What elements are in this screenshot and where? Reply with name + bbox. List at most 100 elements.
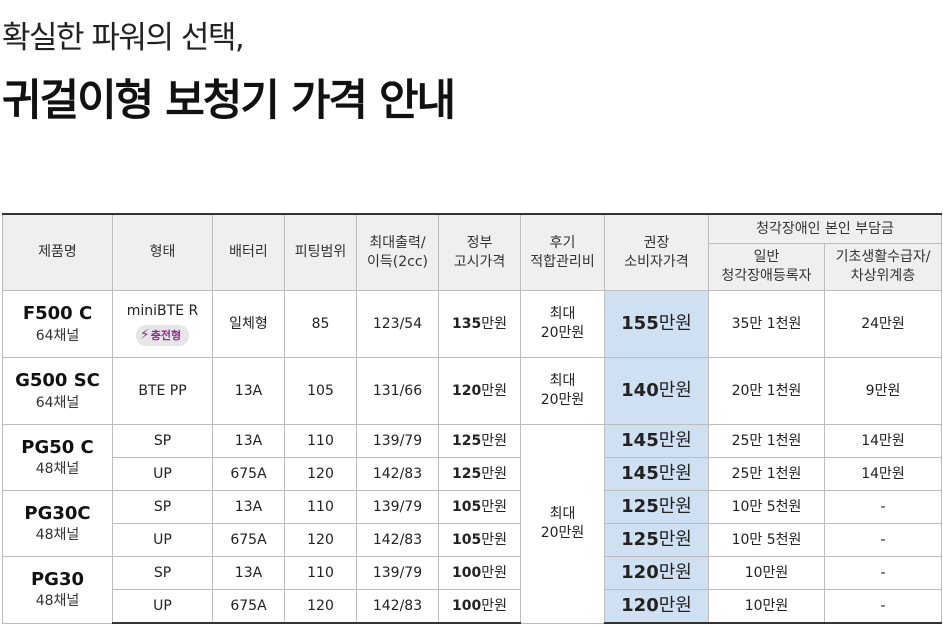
table-row: UP 675A 120 142/83 125만원 145만원 25만 1천원 1… [3, 457, 943, 491]
type-cell: miniBTE R ⚡충전형 [112, 290, 213, 358]
basic-burden-cell: - [823, 490, 943, 524]
after-care-cell: 최대 20만원 [520, 424, 605, 624]
col-header-type: 형태 [112, 213, 213, 291]
general-burden-cell: 35만 1천원 [708, 290, 825, 358]
retail-price-cell: 125만원 [604, 490, 709, 524]
general-burden-cell: 20만 1천원 [708, 357, 825, 425]
retail-price-cell: 120만원 [604, 556, 709, 590]
fitting-cell: 110 [284, 424, 357, 458]
table-row: G500 SC 64채널 BTE PP 13A 105 131/66 120만원 … [2, 357, 943, 425]
general-burden-cell: 10만 5천원 [708, 523, 825, 557]
table-row: PG30C 48채널 SP 13A 110 139/79 105만원 125만원 … [2, 490, 943, 557]
col-header-gov-price: 정부 고시가격 [438, 213, 521, 291]
gov-price-cell: 100만원 [438, 589, 521, 624]
col-header-product: 제품명 [2, 213, 113, 291]
general-burden-cell: 25만 1천원 [708, 457, 825, 491]
product-cell: PG30C 48채널 [2, 490, 113, 557]
gov-price-cell: 105만원 [438, 523, 521, 557]
battery-cell: 13A [212, 357, 285, 425]
fitting-cell: 110 [284, 556, 357, 590]
output-cell: 139/79 [356, 556, 439, 590]
output-cell: 142/83 [356, 589, 439, 624]
battery-cell: 13A [212, 490, 285, 524]
battery-cell: 13A [212, 556, 285, 590]
channel-count: 48채널 [35, 461, 80, 478]
product-cell: G500 SC 64채널 [2, 357, 113, 425]
retail-price-cell: 120만원 [604, 589, 709, 624]
basic-burden-cell: - [823, 556, 943, 590]
output-cell: 142/83 [356, 457, 439, 491]
gov-price-cell: 125만원 [438, 457, 521, 491]
fitting-cell: 105 [284, 357, 357, 425]
gov-price-cell: 105만원 [438, 490, 521, 524]
col-header-general: 일반 청각장애등록자 [708, 243, 825, 291]
battery-cell: 13A [212, 424, 285, 458]
fitting-cell: 120 [284, 523, 357, 557]
channel-count: 48채널 [35, 593, 80, 610]
table-row: UP 675A 120 142/83 105만원 125만원 10만 5천원 - [3, 523, 943, 557]
basic-burden-cell: 9만원 [823, 357, 943, 425]
retail-price-cell: 125만원 [604, 523, 709, 557]
type-cell: SP [112, 490, 213, 524]
col-header-battery: 배터리 [212, 213, 285, 291]
price-table: 제품명 형태 배터리 피팅범위 최대출력/이득(2cc) 정부 고시가격 후기 적합… [2, 213, 943, 624]
retail-price-cell: 155만원 [604, 290, 709, 358]
battery-cell: 675A [212, 589, 285, 624]
bolt-icon: ⚡ [139, 327, 150, 343]
rechargeable-badge: ⚡충전형 [135, 325, 190, 346]
gov-price-cell: 135만원 [438, 290, 521, 358]
product-cell: PG50 C 48채널 [2, 424, 113, 491]
col-header-retail-price: 권장 소비자가격 [604, 213, 709, 291]
model-name: PG30 [30, 569, 84, 591]
fitting-cell: 120 [284, 457, 357, 491]
type-cell: SP [112, 424, 213, 458]
battery-cell: 675A [212, 523, 285, 557]
type-cell: SP [112, 556, 213, 590]
channel-count: 64채널 [35, 327, 80, 344]
gov-price-cell: 125만원 [438, 424, 521, 458]
basic-burden-cell: 14만원 [823, 457, 943, 491]
page-title: 귀걸이형 보청기 가격 안내 [2, 76, 456, 126]
col-header-fitting: 피팅범위 [284, 213, 357, 291]
basic-burden-cell: 14만원 [823, 424, 943, 458]
general-burden-cell: 10만 5천원 [708, 490, 825, 524]
output-cell: 139/79 [356, 424, 439, 458]
col-header-basic: 기초생활수급자/차상위계층 [823, 243, 943, 291]
basic-burden-cell: - [823, 589, 943, 624]
battery-cell: 일체형 [212, 290, 285, 358]
model-name: F500 C [22, 303, 93, 325]
after-care-cell: 최대 20만원 [520, 357, 605, 425]
col-header-output: 최대출력/이득(2cc) [356, 213, 439, 291]
retail-price-cell: 140만원 [604, 357, 709, 425]
type-cell: UP [112, 523, 213, 557]
output-cell: 139/79 [356, 490, 439, 524]
general-burden-cell: 25만 1천원 [708, 424, 825, 458]
table-row: F500 C 64채널 miniBTE R ⚡충전형 일체형 85 123/54 1… [2, 290, 943, 358]
type-cell: UP [112, 457, 213, 491]
general-burden-cell: 10만원 [708, 556, 825, 590]
model-name: PG30C [24, 502, 91, 524]
type-cell: UP [112, 589, 213, 624]
type-cell: BTE PP [112, 357, 213, 425]
fitting-cell: 85 [284, 290, 357, 358]
table-row: PG30 48채널 SP 13A 110 139/79 100만원 120만원 1… [2, 556, 943, 624]
channel-count: 48채널 [35, 527, 80, 544]
general-burden-cell: 10만원 [708, 589, 825, 624]
product-cell: PG30 48채널 [2, 556, 113, 624]
gov-price-cell: 100만원 [438, 556, 521, 590]
page-subtitle: 확실한 파워의 선택, [2, 20, 245, 56]
product-cell: F500 C 64채널 [2, 290, 113, 358]
table-row: UP 675A 120 142/83 100만원 120만원 10만원 - [3, 589, 943, 624]
retail-price-cell: 145만원 [604, 457, 709, 491]
gov-price-cell: 120만원 [438, 357, 521, 425]
basic-burden-cell: - [823, 523, 943, 557]
channel-count: 64채널 [35, 394, 80, 411]
after-care-cell: 최대 20만원 [520, 290, 605, 358]
output-cell: 142/83 [356, 523, 439, 557]
battery-cell: 675A [212, 457, 285, 491]
output-cell: 123/54 [356, 290, 439, 358]
basic-burden-cell: 24만원 [823, 290, 943, 358]
fitting-cell: 120 [284, 589, 357, 624]
col-header-after-care: 후기 적합관리비 [520, 213, 605, 291]
table-row: PG50 C 48채널 SP 13A 110 139/79 125만원 최대 20만… [2, 424, 943, 624]
